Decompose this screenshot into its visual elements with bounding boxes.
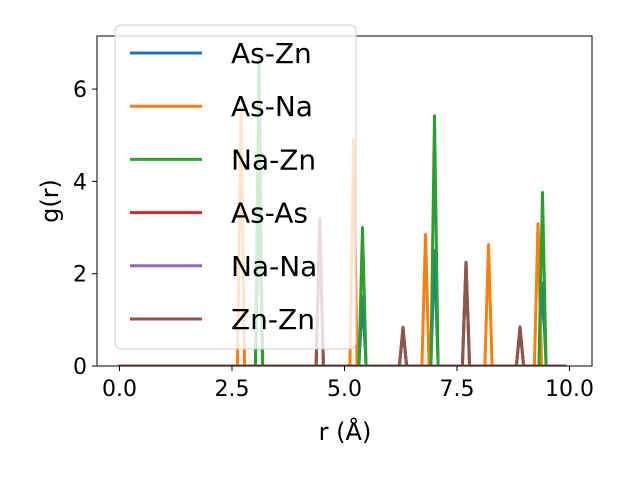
y-tick-label: 6 (73, 78, 87, 103)
x-tick-label: 7.5 (440, 377, 475, 402)
legend-label: Na-Zn (231, 143, 316, 176)
legend-entry: Na-Na (130, 250, 317, 283)
x-tick-label: 10.0 (545, 377, 594, 402)
x-tick-label: 0.0 (102, 377, 137, 402)
legend-entry: Zn-Zn (130, 303, 315, 336)
legend-label: As-Na (231, 90, 313, 123)
y-tick-label: 2 (73, 263, 87, 288)
legend-entry: As-Na (130, 90, 313, 123)
x-tick-label: 2.5 (215, 377, 250, 402)
legend-entry: As-As (130, 197, 308, 230)
legend: As-Zn As-Na Na-Zn As-As Na-Na Zn-Zn (114, 24, 357, 350)
x-tick-label: 5.0 (327, 377, 362, 402)
legend-label: Zn-Zn (231, 303, 315, 336)
legend-label: As-Zn (231, 37, 312, 70)
x-axis-label: r (Å) (319, 417, 372, 446)
y-tick-label: 0 (73, 355, 87, 380)
legend-entry: Na-Zn (130, 143, 316, 176)
legend-label: Na-Na (231, 250, 317, 283)
legend-label: As-As (231, 197, 308, 230)
legend-box (114, 24, 357, 350)
y-axis-label: g(r) (36, 179, 64, 223)
y-tick-label: 4 (73, 170, 87, 195)
legend-entry: As-Zn (130, 37, 312, 70)
